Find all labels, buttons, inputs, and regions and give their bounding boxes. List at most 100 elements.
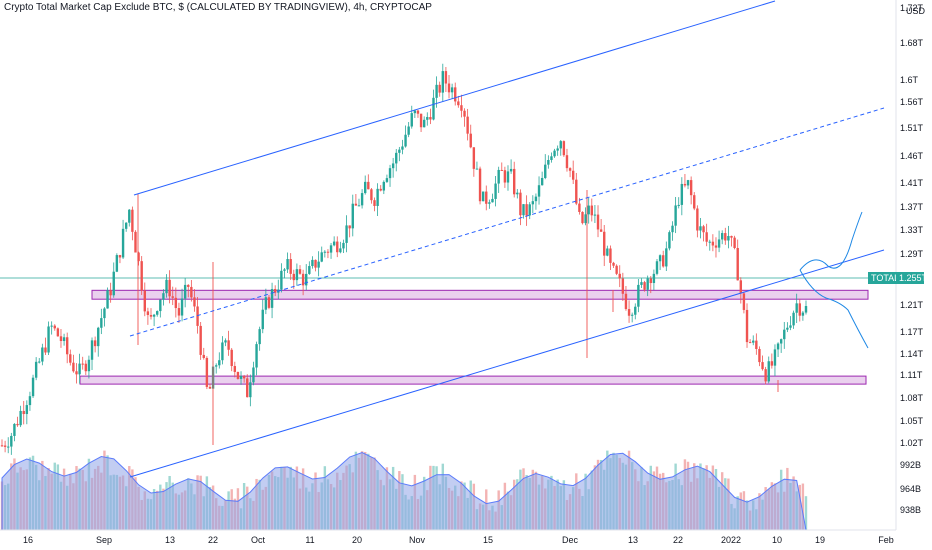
- channel-upper-line[interactable]: [133, 0, 776, 196]
- channel-lower-line[interactable]: [129, 249, 885, 478]
- candle-body: [25, 405, 29, 415]
- candle-body: [727, 235, 730, 241]
- candle-body: [522, 204, 525, 216]
- candle-body: [367, 181, 370, 190]
- candle-body: [75, 371, 78, 375]
- candle-body: [388, 168, 392, 179]
- candle-body: [93, 340, 97, 347]
- candle-body: [540, 177, 544, 186]
- candle-body: [391, 163, 395, 169]
- candle-body: [550, 156, 553, 161]
- candle-body: [674, 205, 677, 226]
- candle-body: [53, 325, 56, 329]
- candle-body: [702, 226, 705, 233]
- candle-body: [624, 293, 628, 310]
- candle-body: [491, 198, 494, 203]
- time-tick-label: 2022: [721, 535, 741, 545]
- candle-body: [106, 290, 109, 309]
- candle-body: [62, 337, 66, 342]
- candle-body: [137, 252, 140, 262]
- candle-body: [348, 225, 351, 229]
- candle-body: [416, 110, 420, 114]
- candle-body: [329, 245, 333, 253]
- candle-body: [634, 306, 637, 315]
- candle-body: [444, 71, 448, 84]
- candle-body: [547, 160, 550, 165]
- candle-body: [603, 231, 606, 256]
- candle-body: [618, 273, 621, 279]
- candle-body: [720, 233, 724, 240]
- candle-body: [804, 306, 808, 313]
- candle-body: [264, 297, 268, 310]
- candle-body: [31, 377, 35, 397]
- candle-body: [311, 259, 314, 267]
- time-tick-label: Oct: [251, 535, 266, 545]
- candle-body: [795, 303, 798, 313]
- candle-body: [693, 195, 696, 209]
- candle-body: [699, 226, 702, 231]
- candle-body: [677, 204, 680, 206]
- candle-body: [292, 273, 295, 281]
- candle-body: [621, 278, 625, 294]
- price-tick-label: 1.14T: [900, 349, 924, 359]
- candle-body: [571, 170, 575, 180]
- time-tick-label: 16: [23, 535, 33, 545]
- candle-body: [509, 168, 513, 172]
- candle-body: [637, 284, 640, 307]
- candle-body: [134, 231, 137, 253]
- candle-body: [575, 179, 578, 204]
- candle-body: [655, 261, 659, 274]
- candle-body: [72, 362, 75, 372]
- candle-body: [239, 376, 243, 379]
- candle-body: [469, 133, 472, 148]
- time-tick-label: 15: [483, 535, 493, 545]
- candle-body: [165, 279, 168, 294]
- candle-body: [646, 278, 649, 290]
- candle-body: [671, 225, 674, 233]
- candle-body: [118, 255, 122, 258]
- candle-body: [351, 203, 354, 229]
- candle-body: [193, 297, 196, 307]
- support-resistance-zones: [0, 277, 869, 385]
- candle-body: [708, 241, 711, 243]
- candle-body: [441, 71, 445, 93]
- forecast-bear-path: [799, 269, 869, 349]
- candle-body: [686, 180, 690, 186]
- candle-body: [317, 261, 320, 268]
- time-tick-label: Feb: [878, 535, 894, 545]
- price-tick-label: 1.68T: [900, 38, 924, 48]
- candle-body: [696, 208, 699, 231]
- candle-body: [128, 209, 131, 223]
- candle-body: [3, 445, 7, 447]
- candle-body: [336, 241, 339, 253]
- candle-body: [544, 164, 547, 178]
- candle-body: [208, 386, 212, 389]
- price-zone[interactable]: [79, 375, 867, 385]
- channel-mid-line[interactable]: [129, 107, 885, 337]
- candle-body: [103, 308, 106, 319]
- candle-body: [199, 325, 202, 355]
- candle-body: [308, 266, 311, 274]
- time-tick-label: 22: [673, 535, 683, 545]
- candle-body: [314, 259, 317, 268]
- candle-body: [652, 273, 656, 284]
- candle-body: [407, 126, 410, 135]
- volume-layer: [0, 450, 808, 531]
- candle-body: [258, 329, 261, 345]
- time-tick-label: 13: [165, 535, 175, 545]
- candle-body: [370, 189, 373, 201]
- candle-body: [478, 168, 482, 202]
- candle-body: [10, 435, 13, 447]
- candle-body: [174, 297, 178, 309]
- candle-body: [283, 269, 286, 271]
- price-zone[interactable]: [91, 289, 869, 300]
- candle-body: [724, 233, 727, 241]
- candle-body: [668, 232, 671, 249]
- candle-body: [140, 261, 143, 291]
- candle-body: [488, 202, 491, 204]
- time-tick-label: 19: [815, 535, 825, 545]
- candle-body: [0, 445, 4, 447]
- candle-body: [28, 396, 32, 406]
- candle-body: [47, 326, 50, 353]
